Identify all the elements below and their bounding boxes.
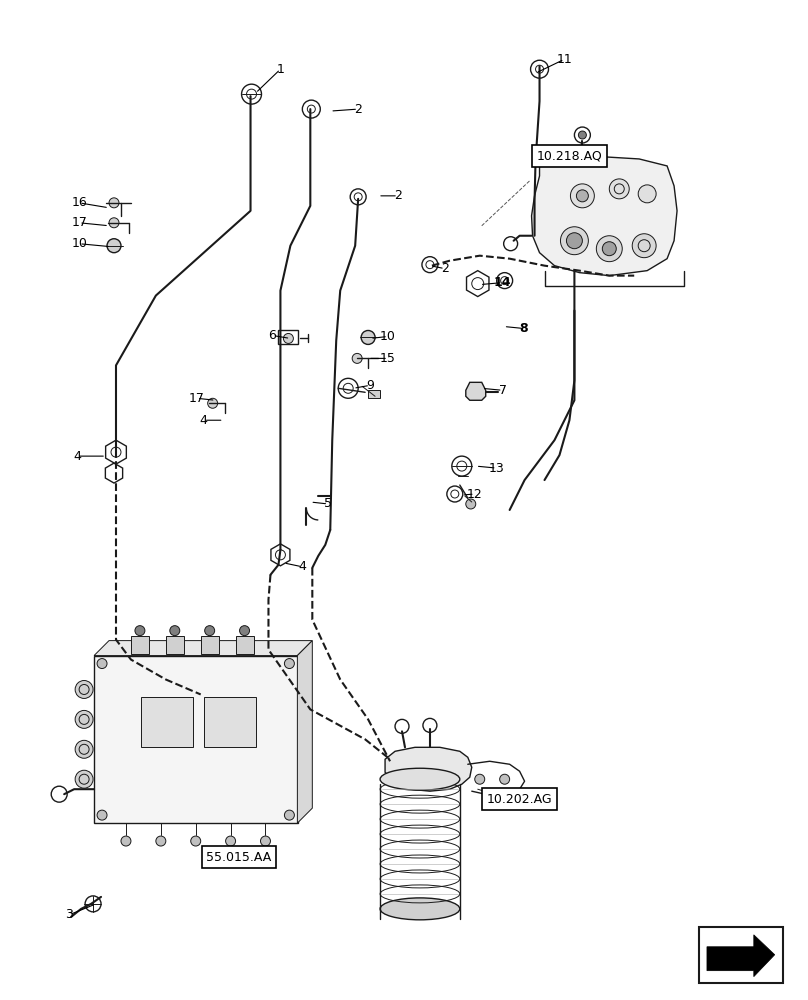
Text: 3: 3 — [65, 908, 73, 921]
Text: 4: 4 — [200, 414, 208, 427]
Polygon shape — [94, 641, 313, 656]
Circle shape — [579, 131, 587, 139]
Circle shape — [97, 810, 107, 820]
Text: 14: 14 — [494, 276, 511, 289]
Text: 16: 16 — [71, 196, 87, 209]
Circle shape — [302, 100, 320, 118]
Bar — [131, 636, 149, 654]
Circle shape — [156, 836, 166, 846]
Circle shape — [204, 626, 215, 636]
Text: 17: 17 — [189, 392, 204, 405]
Text: 2: 2 — [441, 262, 448, 275]
Bar — [368, 390, 380, 398]
Circle shape — [75, 680, 93, 698]
Bar — [141, 697, 193, 747]
Bar — [699, 927, 783, 983]
Text: 4: 4 — [298, 560, 306, 573]
Text: 13: 13 — [489, 462, 504, 475]
Circle shape — [107, 239, 121, 253]
Ellipse shape — [380, 768, 460, 790]
Text: 12: 12 — [467, 488, 482, 501]
Text: 10: 10 — [380, 330, 396, 343]
Circle shape — [423, 718, 437, 732]
Circle shape — [361, 330, 375, 344]
Circle shape — [447, 486, 463, 502]
Circle shape — [97, 659, 107, 669]
Text: 10.202.AG: 10.202.AG — [486, 793, 553, 806]
Circle shape — [395, 719, 409, 733]
Bar — [279, 330, 298, 344]
Circle shape — [191, 836, 200, 846]
Bar — [94, 656, 298, 823]
Circle shape — [574, 127, 591, 143]
Circle shape — [576, 190, 588, 202]
Text: 17: 17 — [71, 216, 87, 229]
Circle shape — [352, 353, 362, 363]
Circle shape — [109, 218, 119, 228]
Circle shape — [422, 257, 438, 273]
Circle shape — [121, 836, 131, 846]
Bar — [166, 636, 183, 654]
Text: 1: 1 — [276, 63, 284, 76]
Text: 2: 2 — [354, 103, 362, 116]
Text: 55.015.AA: 55.015.AA — [206, 851, 271, 864]
Text: 7: 7 — [499, 384, 507, 397]
Polygon shape — [297, 641, 313, 823]
Circle shape — [75, 710, 93, 728]
Circle shape — [135, 626, 145, 636]
Circle shape — [170, 626, 179, 636]
Ellipse shape — [380, 898, 460, 920]
Polygon shape — [385, 747, 472, 791]
Circle shape — [570, 184, 595, 208]
Circle shape — [638, 185, 656, 203]
Text: 6: 6 — [268, 329, 276, 342]
Circle shape — [609, 179, 629, 199]
Circle shape — [465, 499, 476, 509]
Circle shape — [566, 233, 583, 249]
Polygon shape — [532, 156, 677, 276]
Text: 8: 8 — [520, 322, 528, 335]
Circle shape — [602, 242, 617, 256]
Circle shape — [596, 236, 622, 262]
Circle shape — [339, 378, 358, 398]
Circle shape — [239, 626, 250, 636]
Circle shape — [499, 774, 510, 784]
Text: 11: 11 — [557, 53, 572, 66]
Text: 2: 2 — [394, 189, 402, 202]
Circle shape — [632, 234, 656, 258]
Circle shape — [51, 786, 67, 802]
Circle shape — [208, 398, 217, 408]
Polygon shape — [465, 382, 486, 400]
Circle shape — [350, 189, 366, 205]
Circle shape — [531, 60, 549, 78]
Text: 4: 4 — [74, 450, 81, 463]
Circle shape — [284, 659, 294, 669]
Circle shape — [284, 810, 294, 820]
Text: 9: 9 — [366, 379, 374, 392]
Text: 10.218.AQ: 10.218.AQ — [537, 149, 602, 162]
Circle shape — [452, 456, 472, 476]
Circle shape — [225, 836, 236, 846]
Polygon shape — [707, 935, 775, 977]
Text: 10: 10 — [71, 237, 87, 250]
Circle shape — [85, 896, 101, 912]
Bar — [200, 636, 219, 654]
Circle shape — [475, 774, 485, 784]
Text: 5: 5 — [324, 497, 332, 510]
Circle shape — [260, 836, 271, 846]
Circle shape — [497, 273, 512, 289]
Bar — [204, 697, 255, 747]
Text: 15: 15 — [380, 352, 396, 365]
Circle shape — [503, 237, 518, 251]
Bar — [236, 636, 254, 654]
Circle shape — [561, 227, 588, 255]
Circle shape — [109, 198, 119, 208]
Circle shape — [284, 333, 293, 343]
Circle shape — [242, 84, 262, 104]
Circle shape — [75, 740, 93, 758]
Circle shape — [75, 770, 93, 788]
